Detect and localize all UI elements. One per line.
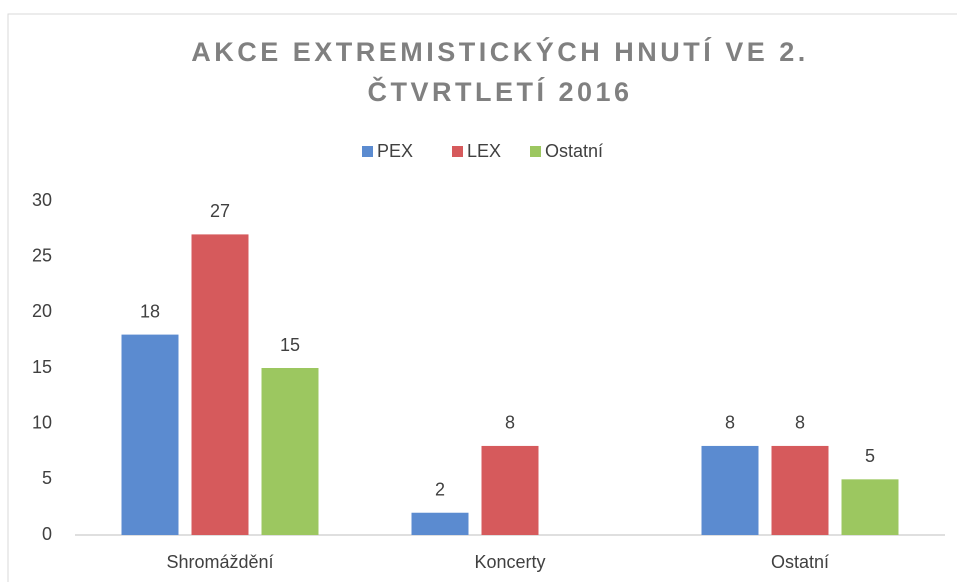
bar bbox=[841, 479, 899, 535]
legend-swatch bbox=[452, 146, 463, 157]
y-tick-label: 20 bbox=[32, 301, 52, 321]
legend-swatch bbox=[530, 146, 541, 157]
bar bbox=[771, 445, 829, 535]
data-label: 27 bbox=[210, 201, 230, 221]
bar bbox=[121, 334, 179, 535]
y-tick-label: 15 bbox=[32, 357, 52, 377]
bar bbox=[261, 368, 319, 535]
x-tick-label: Shromáždění bbox=[166, 552, 273, 572]
bar bbox=[191, 234, 249, 535]
bar bbox=[481, 445, 539, 535]
data-label: 18 bbox=[140, 301, 160, 321]
y-tick-label: 0 bbox=[42, 524, 52, 544]
data-label: 8 bbox=[505, 413, 515, 433]
y-tick-label: 10 bbox=[32, 412, 52, 432]
chart-border bbox=[7, 13, 957, 582]
y-tick-label: 30 bbox=[32, 190, 52, 210]
legend-label: Ostatní bbox=[545, 141, 603, 161]
data-label: 5 bbox=[865, 446, 875, 466]
x-tick-label: Koncerty bbox=[474, 552, 545, 572]
legend-swatch bbox=[362, 146, 373, 157]
x-tick-label: Ostatní bbox=[771, 552, 829, 572]
bar bbox=[701, 445, 759, 535]
data-label: 8 bbox=[795, 413, 805, 433]
data-label: 2 bbox=[435, 479, 445, 499]
bar bbox=[411, 512, 469, 535]
y-tick-label: 25 bbox=[32, 245, 52, 265]
data-label: 8 bbox=[725, 413, 735, 433]
chart-title: AKCE EXTREMISTICKÝCH HNUTÍ VE 2. ČTVRTLE… bbox=[191, 37, 809, 107]
legend-label: PEX bbox=[377, 141, 413, 161]
data-label: 15 bbox=[280, 335, 300, 355]
y-tick-label: 5 bbox=[42, 468, 52, 488]
legend-label: LEX bbox=[467, 141, 501, 161]
